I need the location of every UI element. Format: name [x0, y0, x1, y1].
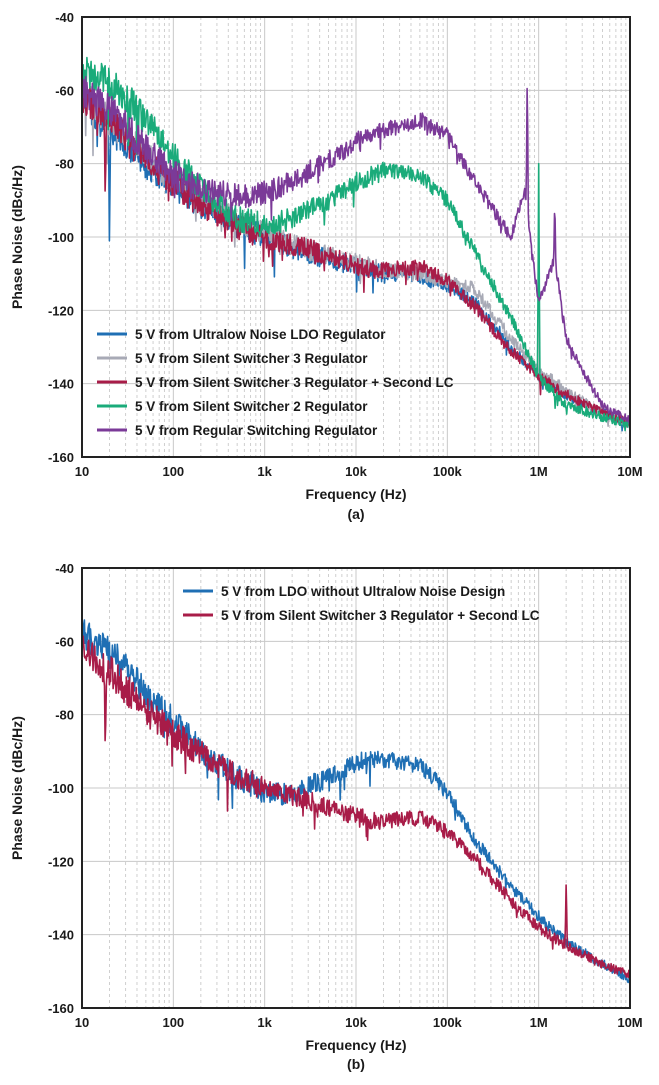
x-tick-label: 10k — [345, 464, 367, 479]
legend-label: 5 V from Regular Switching Regulator — [135, 423, 378, 438]
y-tick-label: -40 — [55, 561, 74, 576]
y-tick-label: -120 — [48, 854, 74, 869]
legend-label: 5 V from LDO without Ultralow Noise Desi… — [221, 584, 505, 599]
x-tick-label: 10M — [617, 1015, 642, 1030]
legend-label: 5 V from Silent Switcher 2 Regulator — [135, 399, 368, 414]
series-line-2 — [81, 635, 631, 979]
x-tick-label: 10M — [617, 464, 642, 479]
y-tick-label: -80 — [55, 157, 74, 172]
legend-label: 5 V from Silent Switcher 3 Regulator + S… — [221, 608, 540, 623]
series-group — [81, 56, 631, 432]
chart-a: 10 100 1k 10k 100k 1M 10M -40 -60 -80 -100 -120 -140… — [9, 10, 643, 522]
plot-frame — [81, 16, 631, 458]
legend: 5 V from Ultralow Noise LDO Regulator 5 V… — [97, 327, 454, 438]
legend-label: 5 V from Ultralow Noise LDO Regulator — [135, 327, 386, 342]
y-tick-label: -100 — [48, 230, 74, 245]
x-tick-label: 100k — [433, 1015, 463, 1030]
y-tick-label: -40 — [55, 10, 74, 25]
y-tick-label: -140 — [48, 928, 74, 943]
y-tick-label: -120 — [48, 303, 74, 318]
chart-caption: (a) — [347, 506, 364, 522]
y-tick-label: -140 — [48, 377, 74, 392]
x-tick-label: 100 — [162, 464, 184, 479]
x-tick-label: 1M — [530, 464, 548, 479]
y-tick-label: -60 — [55, 634, 74, 649]
x-tick-label: 10 — [75, 1015, 89, 1030]
y-tick-label: -80 — [55, 708, 74, 723]
x-tick-label: 100 — [162, 1015, 184, 1030]
legend: 5 V from LDO without Ultralow Noise Desi… — [183, 584, 540, 623]
x-axis-title: Frequency (Hz) — [305, 486, 406, 502]
series-group — [81, 619, 631, 984]
y-tick-label: -60 — [55, 83, 74, 98]
x-tick-label: 1M — [530, 1015, 548, 1030]
x-tick-label: 10 — [75, 464, 89, 479]
x-tick-label: 10k — [345, 1015, 367, 1030]
x-axis-title: Frequency (Hz) — [305, 1037, 406, 1053]
x-tick-label: 100k — [433, 464, 463, 479]
series-line-4 — [81, 56, 631, 432]
chart-caption: (b) — [347, 1056, 365, 1072]
legend-label: 5 V from Silent Switcher 3 Regulator + S… — [135, 375, 454, 390]
plot-frame — [81, 567, 631, 1009]
series-line-5 — [81, 75, 631, 425]
y-tick-label: -100 — [48, 781, 74, 796]
y-axis-title: Phase Noise (dBc/Hz) — [9, 165, 25, 309]
y-tick-label: -160 — [48, 450, 74, 465]
y-tick-label: -160 — [48, 1001, 74, 1016]
legend-label: 5 V from Silent Switcher 3 Regulator — [135, 351, 368, 366]
chart-b: 10 100 1k 10k 100k 1M 10M -40 -60 -80 -100 -120 -140… — [9, 561, 643, 1072]
x-tick-label: 1k — [257, 1015, 272, 1030]
y-axis-title: Phase Noise (dBc/Hz) — [9, 716, 25, 860]
x-tick-label: 1k — [257, 464, 272, 479]
grid — [81, 567, 631, 1009]
